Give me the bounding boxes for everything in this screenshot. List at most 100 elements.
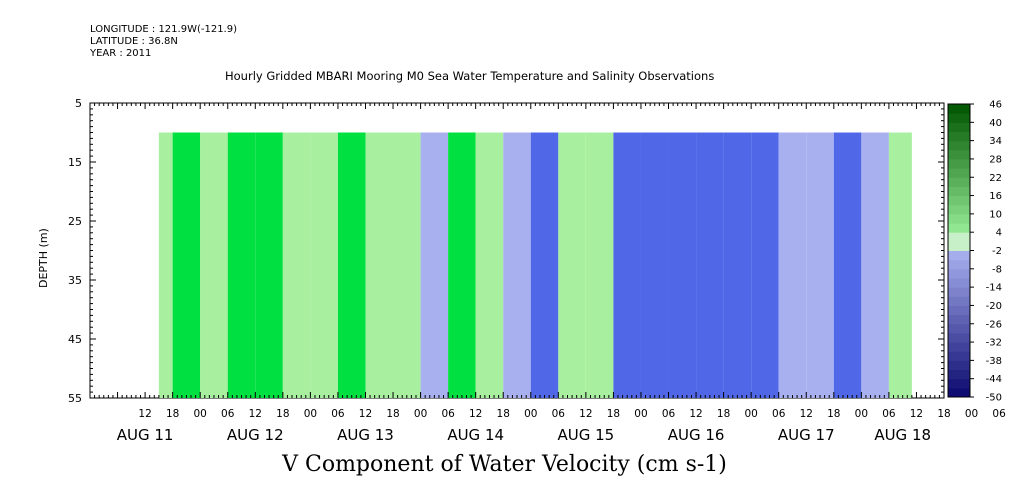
- colorbar: 46 40 34 28 22 16 10 4 -2 -8 -14 -20 -26 -32 -38 -44 -50: [947, 100, 1002, 404]
- heat-cell: [888, 132, 912, 398]
- x-hour-label: 18: [166, 408, 179, 420]
- heat-cell: [200, 132, 228, 398]
- heat-cell: [613, 132, 641, 398]
- heat-cell: [227, 132, 256, 398]
- heat-cell: [310, 132, 338, 398]
- colorbar-band: [948, 314, 970, 325]
- x-hour-label: 12: [910, 408, 923, 420]
- x-hour-label: 12: [800, 408, 813, 420]
- colorbar-band: [948, 259, 970, 270]
- heat-cell: [861, 132, 889, 398]
- colorbar-band: [948, 213, 970, 224]
- colorbar-label: -44: [986, 374, 1002, 385]
- colorbar-label: -38: [986, 356, 1002, 367]
- x-hour-label: 12: [359, 408, 372, 420]
- x-hour-label: 00: [414, 408, 427, 420]
- colorbar-band: [948, 158, 970, 169]
- x-hour-label: 18: [386, 408, 399, 420]
- x-hour-label: 00: [304, 408, 317, 420]
- x-day-label: AUG 16: [668, 426, 725, 444]
- axes-layer: 5 15 25 35 45 55 12 18 00 06 12 18 00 06 12 18 00 06 12 18 0…: [68, 97, 1006, 444]
- x-hour-label: 12: [249, 408, 262, 420]
- x-hour-label: 06: [552, 408, 566, 420]
- y-tick-label: 45: [68, 333, 82, 346]
- colorbar-band: [948, 351, 970, 361]
- colorbar-band: [948, 223, 970, 233]
- year-label: YEAR : 2011: [90, 48, 152, 59]
- heat-cell: [393, 132, 421, 398]
- heat-cell: [337, 132, 366, 398]
- x-hour-label: 06: [662, 408, 676, 420]
- colorbar-label: 46: [989, 100, 1002, 111]
- colorbar-label: -8: [992, 264, 1002, 275]
- longitude-label: LONGITUDE : 121.9W(-121.9): [90, 24, 237, 35]
- colorbar-band: [948, 369, 970, 380]
- heat-cell: [475, 132, 504, 398]
- heat-cell: [833, 132, 862, 398]
- heat-cell: [172, 132, 201, 398]
- x-hour-label: 00: [634, 408, 647, 420]
- colorbar-band: [948, 360, 970, 371]
- heat-cell: [723, 132, 752, 398]
- x-hour-label: 18: [276, 408, 289, 420]
- colorbar-label: -50: [986, 393, 1002, 404]
- x-hour-label: 06: [441, 408, 455, 420]
- x-hour-label: 18: [607, 408, 620, 420]
- x-hour-label: 00: [855, 408, 868, 420]
- x-hour-label: 06: [221, 408, 235, 420]
- colorbar-band: [948, 296, 970, 306]
- x-hour-label: 00: [965, 408, 978, 420]
- x-hour-label: 18: [937, 408, 950, 420]
- colorbar-label: -2: [992, 246, 1002, 257]
- heat-cell: [365, 132, 394, 398]
- colorbar-label: 4: [996, 228, 1002, 239]
- x-hour-label: 00: [524, 408, 537, 420]
- heat-cell: [806, 132, 834, 398]
- heat-cell: [778, 132, 807, 398]
- heat-cell: [668, 132, 697, 398]
- colorbar-label: -20: [986, 301, 1002, 312]
- heat-cell: [282, 132, 311, 398]
- colorbar-band: [948, 268, 970, 279]
- x-hour-label: 06: [882, 408, 896, 420]
- colorbar-band: [948, 232, 970, 242]
- colorbar-band: [948, 250, 970, 261]
- colorbar-label: 40: [989, 118, 1002, 129]
- colorbar-band: [948, 387, 970, 398]
- colorbar-band: [948, 287, 970, 297]
- colorbar-band: [948, 378, 970, 389]
- colorbar-band: [948, 323, 970, 334]
- chart-title: Hourly Gridded MBARI Mooring M0 Sea Wate…: [225, 69, 715, 83]
- x-hour-label: 12: [579, 408, 592, 420]
- colorbar-label: 10: [989, 209, 1002, 220]
- x-hour-label: 06: [992, 408, 1006, 420]
- x-day-label: AUG 13: [337, 426, 394, 444]
- y-tick-label: 55: [68, 392, 82, 405]
- colorbar-band: [948, 305, 970, 316]
- heat-cell: [255, 132, 283, 398]
- x-hour-label: 00: [744, 408, 757, 420]
- heat-cell: [696, 132, 724, 398]
- colorbar-band: [948, 168, 970, 178]
- x-hour-label: 06: [772, 408, 786, 420]
- y-tick-label: 35: [68, 274, 82, 287]
- colorbar-label: 28: [989, 154, 1002, 165]
- colorbar-band: [948, 277, 970, 288]
- x-day-label: AUG 11: [117, 426, 174, 444]
- colorbar-band: [948, 186, 970, 197]
- colorbar-band: [948, 204, 970, 215]
- colorbar-label: -32: [986, 338, 1002, 349]
- heat-cell: [558, 132, 586, 398]
- y-tick-label: 5: [75, 97, 82, 110]
- heat-cell: [448, 132, 476, 398]
- colorbar-band: [948, 177, 970, 187]
- heat-cell: [585, 132, 614, 398]
- x-day-label: AUG 12: [227, 426, 284, 444]
- heat-cell: [530, 132, 559, 398]
- x-day-label: AUG 18: [874, 426, 931, 444]
- x-day-label: AUG 17: [778, 426, 835, 444]
- x-hour-label: 18: [717, 408, 730, 420]
- x-hour-label: 12: [689, 408, 702, 420]
- colorbar-label: 16: [989, 191, 1002, 202]
